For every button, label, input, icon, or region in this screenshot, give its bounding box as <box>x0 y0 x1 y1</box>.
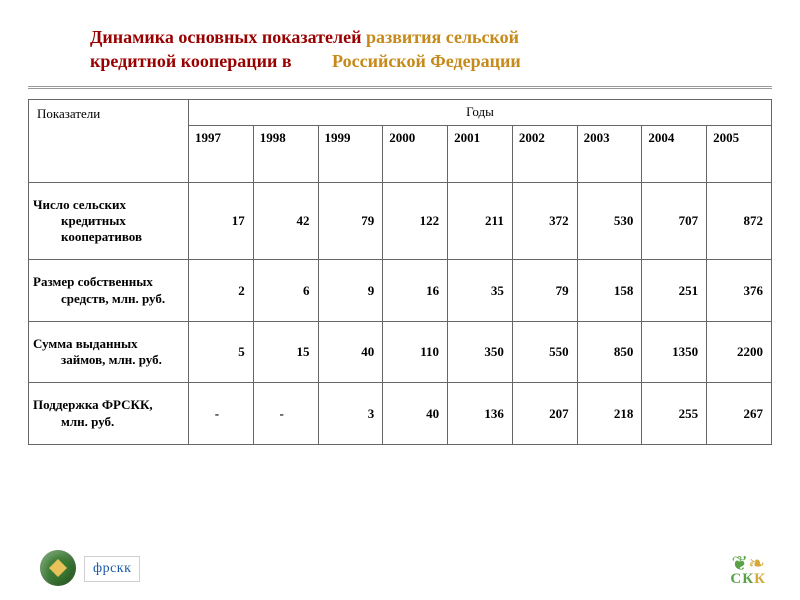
year-2001: 2001 <box>448 125 513 182</box>
table-body: Число сельскихкредитныхкооперативов17427… <box>29 182 772 444</box>
year-2004: 2004 <box>642 125 707 182</box>
row-label-line: млн. руб. <box>33 414 184 430</box>
frskk-logo: фрскк <box>84 556 140 582</box>
cell-value: - <box>189 383 254 445</box>
cell-value: 110 <box>383 321 448 383</box>
row-label: Поддержка ФРСКК,млн. руб. <box>29 383 189 445</box>
cell-value: 15 <box>253 321 318 383</box>
title-line1-red: Динамика основных показателей <box>90 27 361 47</box>
cell-value: 350 <box>448 321 513 383</box>
cell-value: 2200 <box>707 321 772 383</box>
row-label-line: кредитных <box>33 213 184 229</box>
cell-value: 550 <box>512 321 577 383</box>
cell-value: 40 <box>318 321 383 383</box>
year-1997: 1997 <box>189 125 254 182</box>
skk-orange: К <box>754 571 766 587</box>
table-row: Размер собственныхсредств, млн. руб.2691… <box>29 260 772 322</box>
cell-value: 136 <box>448 383 513 445</box>
data-table: Показатели Годы 1997 1998 1999 2000 2001… <box>28 99 772 445</box>
title-line1-org: развития сельской <box>366 27 519 47</box>
cell-value: 35 <box>448 260 513 322</box>
cell-value: 9 <box>318 260 383 322</box>
cell-value: 255 <box>642 383 707 445</box>
cell-value: 850 <box>577 321 642 383</box>
row-label-line: Число сельских <box>33 197 184 213</box>
row-label-line: средств, млн. руб. <box>33 291 184 307</box>
cell-value: 6 <box>253 260 318 322</box>
row-label: Сумма выданныхзаймов, млн. руб. <box>29 321 189 383</box>
agro-logo-icon <box>40 550 76 586</box>
cell-value: - <box>253 383 318 445</box>
cell-value: 530 <box>577 182 642 260</box>
year-2002: 2002 <box>512 125 577 182</box>
cell-value: 267 <box>707 383 772 445</box>
title-line2-red: кредитной кооперации в <box>90 51 292 71</box>
cell-value: 1350 <box>642 321 707 383</box>
row-label-line: займов, млн. руб. <box>33 352 184 368</box>
cell-value: 40 <box>383 383 448 445</box>
cell-value: 207 <box>512 383 577 445</box>
cell-value: 2 <box>189 260 254 322</box>
cell-value: 372 <box>512 182 577 260</box>
cell-value: 211 <box>448 182 513 260</box>
year-2003: 2003 <box>577 125 642 182</box>
cell-value: 218 <box>577 383 642 445</box>
header-indicators: Показатели <box>29 99 189 182</box>
slide-title: Динамика основных показателей развития с… <box>0 0 800 74</box>
cell-value: 122 <box>383 182 448 260</box>
table-row: Поддержка ФРСКК,млн. руб.--3401362072182… <box>29 383 772 445</box>
table-row: Число сельскихкредитныхкооперативов17427… <box>29 182 772 260</box>
row-label: Размер собственныхсредств, млн. руб. <box>29 260 189 322</box>
cell-value: 42 <box>253 182 318 260</box>
header-years: Годы <box>189 99 772 125</box>
cell-value: 872 <box>707 182 772 260</box>
skk-logo: ❦❧ СКК <box>730 557 766 588</box>
table-row: Сумма выданныхзаймов, млн. руб.515401103… <box>29 321 772 383</box>
year-2005: 2005 <box>707 125 772 182</box>
year-1998: 1998 <box>253 125 318 182</box>
cell-value: 79 <box>318 182 383 260</box>
title-line2-org: Российской Федерации <box>332 51 521 71</box>
cell-value: 158 <box>577 260 642 322</box>
row-label: Число сельскихкредитныхкооперативов <box>29 182 189 260</box>
year-1999: 1999 <box>318 125 383 182</box>
cell-value: 251 <box>642 260 707 322</box>
slide: Динамика основных показателей развития с… <box>0 0 800 600</box>
row-label-line: Поддержка ФРСКК, <box>33 397 184 413</box>
cell-value: 16 <box>383 260 448 322</box>
year-2000: 2000 <box>383 125 448 182</box>
cell-value: 376 <box>707 260 772 322</box>
skk-green: СК <box>730 571 754 587</box>
row-label-line: Сумма выданных <box>33 336 184 352</box>
cell-value: 707 <box>642 182 707 260</box>
data-table-wrap: Показатели Годы 1997 1998 1999 2000 2001… <box>0 89 800 445</box>
cell-value: 5 <box>189 321 254 383</box>
cell-value: 79 <box>512 260 577 322</box>
row-label-line: Размер собственных <box>33 274 184 290</box>
row-label-line: кооперативов <box>33 229 184 245</box>
leaf-icon: ❦❧ <box>730 557 766 571</box>
cell-value: 3 <box>318 383 383 445</box>
cell-value: 17 <box>189 182 254 260</box>
footer: фрскк ❦❧ СКК <box>0 542 800 590</box>
